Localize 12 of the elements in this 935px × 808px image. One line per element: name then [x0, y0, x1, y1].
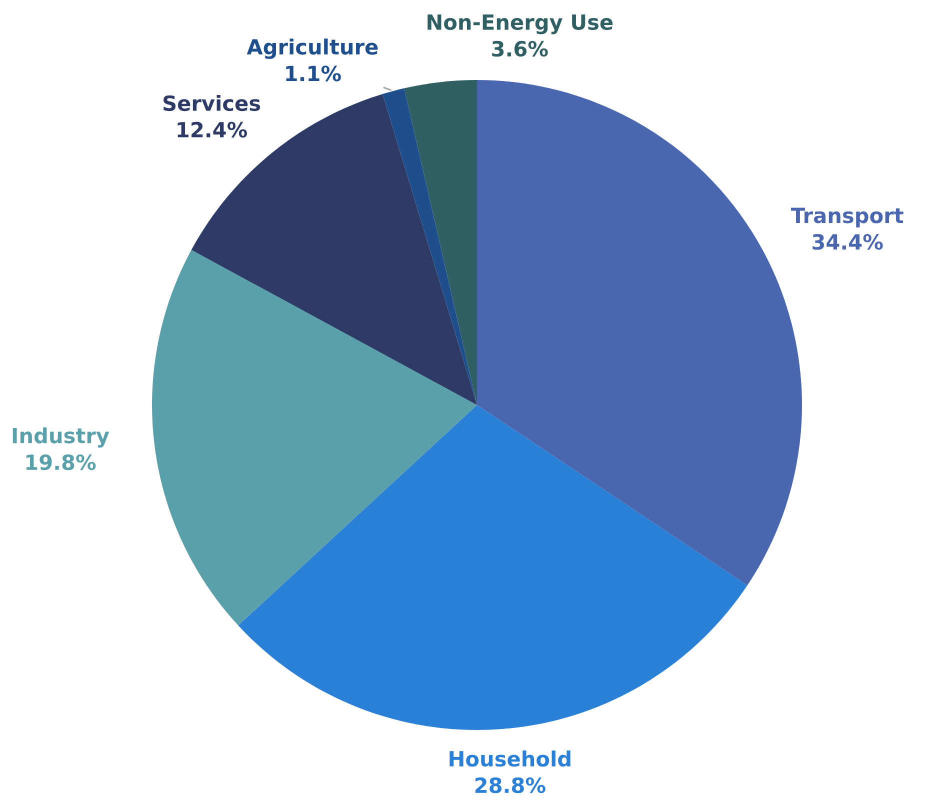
slice-label: Agriculture	[246, 38, 378, 59]
data-label: 34.4%	[812, 234, 883, 250]
slice-label: Services	[164, 94, 260, 112]
data-label: 3.6%	[492, 40, 548, 57]
data-label: 28.8%	[475, 777, 546, 794]
data-label: 1.1%	[286, 66, 341, 82]
slice-label: Industry	[12, 427, 110, 448]
slice-label: Transport	[790, 208, 904, 228]
slice-label: Non-Energy Use	[428, 14, 613, 34]
data-label: 12.4%	[178, 122, 248, 138]
slice-label: Household	[450, 750, 570, 767]
data-label: 19.8%	[26, 454, 96, 470]
